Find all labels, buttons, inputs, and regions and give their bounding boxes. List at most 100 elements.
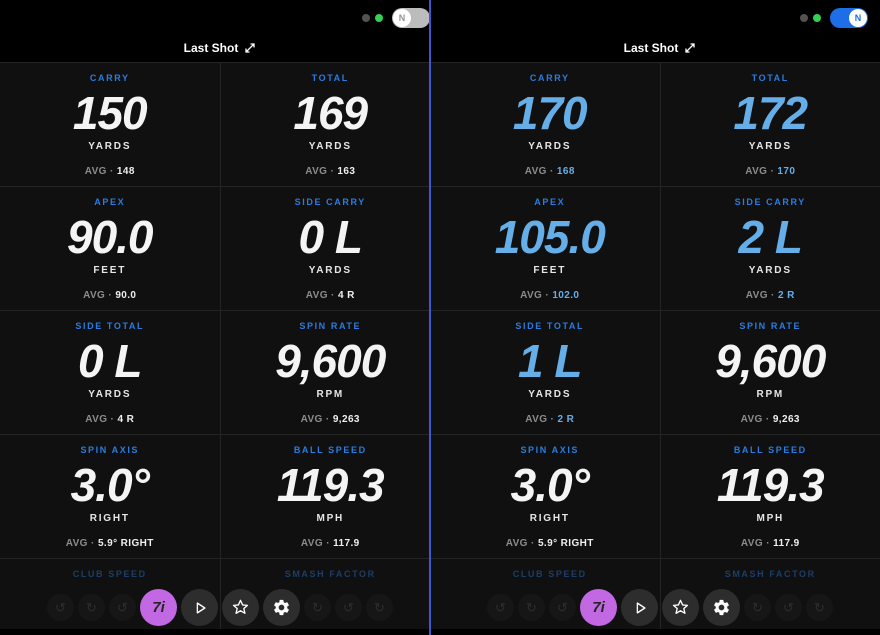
metric-average: AVG · 4 R xyxy=(306,290,355,301)
avg-value: 2 R xyxy=(557,414,575,425)
metric-value: 9,600 xyxy=(275,335,386,387)
metric-tile-carry: CARRY 150 YARDS AVG · 148 xyxy=(0,63,220,186)
gear-icon xyxy=(274,599,289,616)
metric-unit: RIGHT xyxy=(529,513,570,524)
right-panel-status-group: N xyxy=(800,8,868,28)
settings-button[interactable] xyxy=(703,589,740,626)
metric-label: SMASH FACTOR xyxy=(284,569,376,579)
status-dot-gray xyxy=(362,14,370,22)
metric-label: TOTAL xyxy=(751,73,789,83)
club-selector-button[interactable]: 7i xyxy=(580,589,617,626)
avg-label: AVG · xyxy=(85,414,115,425)
curved-arrow-icon: ↻ xyxy=(752,599,763,615)
left-panel-status-group: N xyxy=(362,8,430,28)
gear-icon xyxy=(714,599,729,616)
metric-value: 3.0° xyxy=(510,459,590,511)
metric-value: 90.0 xyxy=(66,211,154,263)
play-button[interactable] xyxy=(621,589,658,626)
faded-history-button[interactable]: ↻ xyxy=(806,594,833,621)
normal-mode-toggle-left[interactable]: N xyxy=(392,8,430,28)
metric-tile-smash-factor: SMASH FACTOR xyxy=(660,559,880,635)
metric-tile-total: TOTAL 169 YARDS AVG · 163 xyxy=(220,63,440,186)
metric-value: 0 L xyxy=(78,335,142,387)
metric-label: SPIN AXIS xyxy=(80,445,140,455)
play-button[interactable] xyxy=(181,589,218,626)
avg-label: AVG · xyxy=(305,166,335,177)
avg-label: AVG · xyxy=(745,290,775,301)
expand-icon xyxy=(245,42,255,53)
curved-arrow-icon: ↻ xyxy=(526,599,537,615)
metric-tile-side-total: SIDE TOTAL 1 L YARDS AVG · 2 R xyxy=(440,311,660,434)
metric-label: SIDE CARRY xyxy=(734,197,806,207)
faded-history-button[interactable]: ↻ xyxy=(518,594,545,621)
metric-value: 0 L xyxy=(298,211,363,263)
metric-value: 105.0 xyxy=(494,211,606,263)
faded-history-button[interactable]: ↺ xyxy=(47,594,74,621)
normal-mode-toggle-right[interactable]: N xyxy=(830,8,868,28)
metric-unit: RIGHT xyxy=(89,513,130,524)
metric-average: AVG · 5.9° RIGHT xyxy=(66,538,154,549)
metric-value: 119.3 xyxy=(276,459,385,511)
metric-tile-total: TOTAL 172 YARDS AVG · 170 xyxy=(660,63,880,186)
faded-history-button[interactable]: ↻ xyxy=(304,594,331,621)
metric-value: 170 xyxy=(512,87,588,139)
metric-average: AVG · 170 xyxy=(745,166,795,177)
metric-unit: YARDS xyxy=(528,141,572,152)
metric-tile-apex: APEX 90.0 FEET AVG · 90.0 xyxy=(0,187,220,310)
status-dot-green xyxy=(375,14,383,22)
metric-label: CLUB SPEED xyxy=(512,569,587,579)
faded-history-button[interactable]: ↻ xyxy=(744,594,771,621)
curved-arrow-icon: ↻ xyxy=(374,599,385,615)
metric-value: 169 xyxy=(293,87,368,139)
shot-controls: ↺ ↻ ↺ 7i ↻ ↺ ↻ xyxy=(440,589,880,626)
play-icon xyxy=(196,601,206,614)
metric-average: AVG · 148 xyxy=(85,166,135,177)
star-icon xyxy=(672,599,689,614)
faded-history-button[interactable]: ↺ xyxy=(549,594,576,621)
faded-history-button[interactable]: ↺ xyxy=(487,594,514,621)
avg-value: 90.0 xyxy=(115,290,137,301)
metric-label: SPIN AXIS xyxy=(520,445,580,455)
expand-button[interactable] xyxy=(684,42,696,54)
metric-unit: FEET xyxy=(93,265,127,276)
avg-label: AVG · xyxy=(520,290,550,301)
faded-history-button[interactable]: ↺ xyxy=(335,594,362,621)
avg-value: 117.9 xyxy=(333,538,360,549)
metric-unit: YARDS xyxy=(308,141,352,152)
toggle-knob: N xyxy=(849,9,867,27)
faded-history-button[interactable]: ↺ xyxy=(109,594,136,621)
metric-tile-side-total: SIDE TOTAL 0 L YARDS AVG · 4 R xyxy=(0,311,220,434)
faded-history-button[interactable]: ↻ xyxy=(366,594,393,621)
favorite-button[interactable] xyxy=(222,589,259,626)
metric-unit: YARDS xyxy=(528,389,572,400)
curved-arrow-icon: ↺ xyxy=(783,599,794,615)
faded-history-button[interactable]: ↺ xyxy=(775,594,802,621)
metric-value: 150 xyxy=(72,87,148,139)
avg-value: 9,263 xyxy=(332,414,360,425)
metric-label: SPIN RATE xyxy=(299,321,362,331)
avg-label: AVG · xyxy=(745,166,775,177)
favorite-button[interactable] xyxy=(662,589,699,626)
avg-label: AVG · xyxy=(525,414,555,425)
expand-button[interactable] xyxy=(244,42,256,54)
settings-button[interactable] xyxy=(263,589,300,626)
metric-label: SIDE TOTAL xyxy=(515,321,585,331)
metric-value: 119.3 xyxy=(716,459,825,511)
curved-arrow-icon: ↺ xyxy=(55,599,66,615)
curved-arrow-icon: ↻ xyxy=(312,599,323,615)
metric-label: CLUB SPEED xyxy=(72,569,147,579)
metric-average: AVG · 163 xyxy=(305,166,355,177)
metric-average: AVG · 117.9 xyxy=(301,538,360,549)
avg-value: 4 R xyxy=(117,414,135,425)
avg-value: 117.9 xyxy=(773,538,800,549)
metric-tile-spin-rate: SPIN RATE 9,600 RPM AVG · 9,263 xyxy=(660,311,880,434)
faded-history-button[interactable]: ↻ xyxy=(78,594,105,621)
toggle-knob: N xyxy=(393,9,411,27)
club-selector-button[interactable]: 7i xyxy=(140,589,177,626)
avg-label: AVG · xyxy=(83,290,113,301)
metric-value: 172 xyxy=(733,87,808,139)
metric-unit: MPH xyxy=(316,513,345,524)
panel-left: Last Shot CARRY 150 YARDS AVG · 148 TOTA… xyxy=(0,33,440,635)
play-icon xyxy=(636,601,646,614)
metric-tile-apex: APEX 105.0 FEET AVG · 102.0 xyxy=(440,187,660,310)
